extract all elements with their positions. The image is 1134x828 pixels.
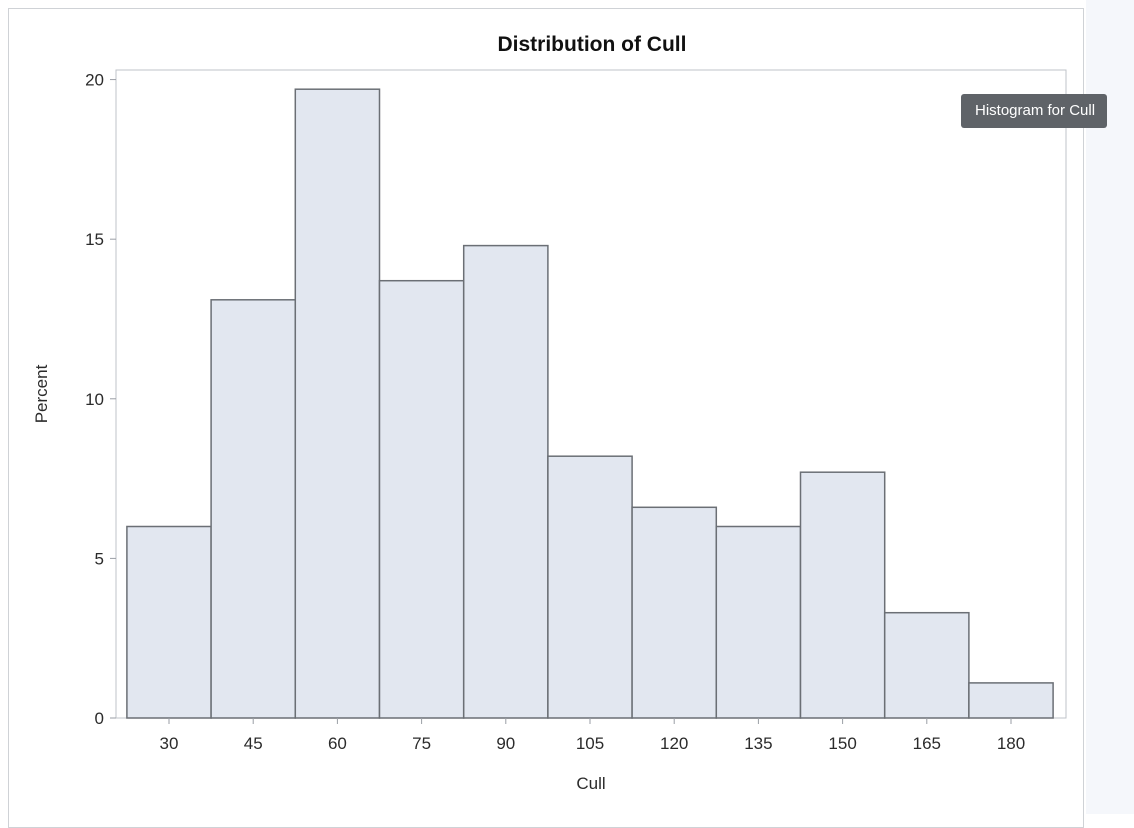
y-axis: 0 5 10 15 20 bbox=[85, 71, 116, 728]
histogram-bar-180[interactable] bbox=[968, 682, 1054, 719]
histogram-bar-30[interactable] bbox=[126, 525, 212, 719]
x-tick-label: 150 bbox=[828, 734, 856, 753]
chart-tooltip: Histogram for Cull bbox=[961, 94, 1108, 128]
histogram-bar-75[interactable] bbox=[378, 279, 465, 719]
x-tick-label: 165 bbox=[913, 734, 941, 753]
y-tick-label: 5 bbox=[95, 549, 104, 568]
x-axis: 30 45 60 75 90 105 120 135 150 165 180 bbox=[160, 718, 1025, 753]
x-tick-label: 105 bbox=[576, 734, 604, 753]
x-tick-label: 30 bbox=[160, 734, 179, 753]
y-tick-label: 0 bbox=[95, 709, 104, 728]
histogram-bar-90[interactable] bbox=[462, 244, 549, 719]
x-tick-label: 135 bbox=[744, 734, 772, 753]
histogram-bar-150[interactable] bbox=[799, 471, 886, 719]
right-gutter bbox=[1086, 0, 1134, 814]
y-axis-label: Percent bbox=[32, 364, 51, 423]
x-tick-label: 75 bbox=[412, 734, 431, 753]
x-tick-label: 120 bbox=[660, 734, 688, 753]
bars-group bbox=[126, 88, 1054, 719]
histogram-bar-60[interactable] bbox=[294, 88, 381, 719]
x-axis-label: Cull bbox=[576, 774, 605, 793]
x-tick-label: 180 bbox=[997, 734, 1025, 753]
y-tick-label: 15 bbox=[85, 230, 104, 249]
histogram-bar-165[interactable] bbox=[883, 611, 970, 719]
histogram-chart[interactable]: Distribution of Cull 0 5 10 15 20 30 45 60 75 90… bbox=[0, 0, 1086, 814]
x-tick-label: 45 bbox=[244, 734, 263, 753]
x-tick-label: 60 bbox=[328, 734, 347, 753]
y-tick-label: 10 bbox=[85, 390, 104, 409]
chart-title: Distribution of Cull bbox=[498, 33, 687, 56]
histogram-bar-120[interactable] bbox=[631, 506, 718, 719]
histogram-bar-45[interactable] bbox=[210, 299, 297, 719]
histogram-bar-135[interactable] bbox=[715, 525, 802, 719]
histogram-bar-105[interactable] bbox=[547, 455, 633, 719]
y-tick-label: 20 bbox=[85, 71, 104, 90]
x-tick-label: 90 bbox=[496, 734, 515, 753]
